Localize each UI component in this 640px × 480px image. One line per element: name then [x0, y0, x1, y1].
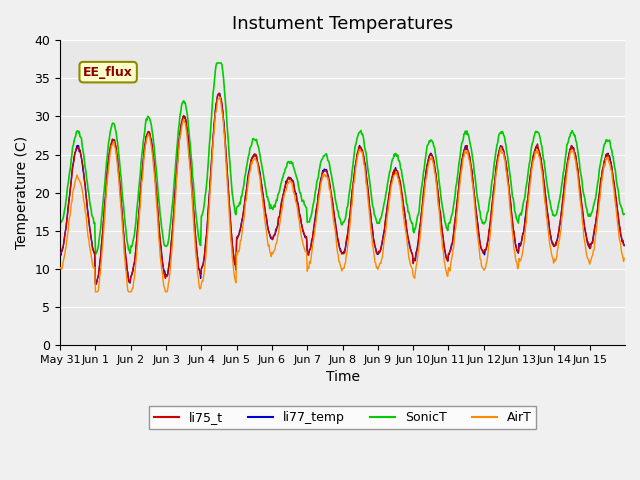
Y-axis label: Temperature (C): Temperature (C) — [15, 136, 29, 249]
X-axis label: Time: Time — [326, 371, 360, 384]
Text: EE_flux: EE_flux — [83, 66, 133, 79]
Legend: li75_t, li77_temp, SonicT, AirT: li75_t, li77_temp, SonicT, AirT — [148, 407, 536, 430]
Title: Instument Temperatures: Instument Temperatures — [232, 15, 453, 33]
